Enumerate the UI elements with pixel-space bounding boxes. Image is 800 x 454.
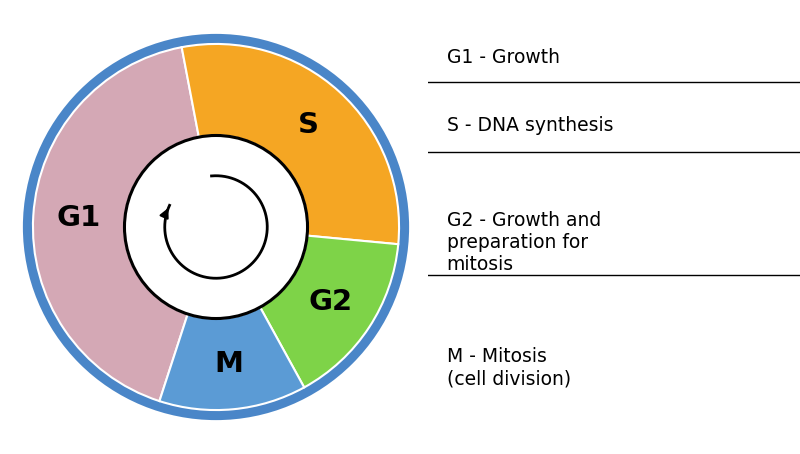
Text: M - Mitosis
(cell division): M - Mitosis (cell division): [446, 347, 570, 388]
Text: S - DNA synthesis: S - DNA synthesis: [446, 116, 613, 135]
Circle shape: [125, 135, 307, 319]
Wedge shape: [182, 44, 399, 244]
Text: S: S: [298, 112, 319, 139]
Text: G2 - Growth and
preparation for
mitosis: G2 - Growth and preparation for mitosis: [446, 211, 601, 274]
Wedge shape: [260, 236, 398, 387]
Text: M: M: [214, 350, 243, 378]
Wedge shape: [159, 307, 304, 410]
Text: G1 - Growth: G1 - Growth: [446, 48, 560, 67]
Text: G1: G1: [57, 204, 101, 232]
Wedge shape: [33, 47, 199, 401]
Text: G2: G2: [309, 288, 353, 316]
Circle shape: [23, 34, 409, 420]
